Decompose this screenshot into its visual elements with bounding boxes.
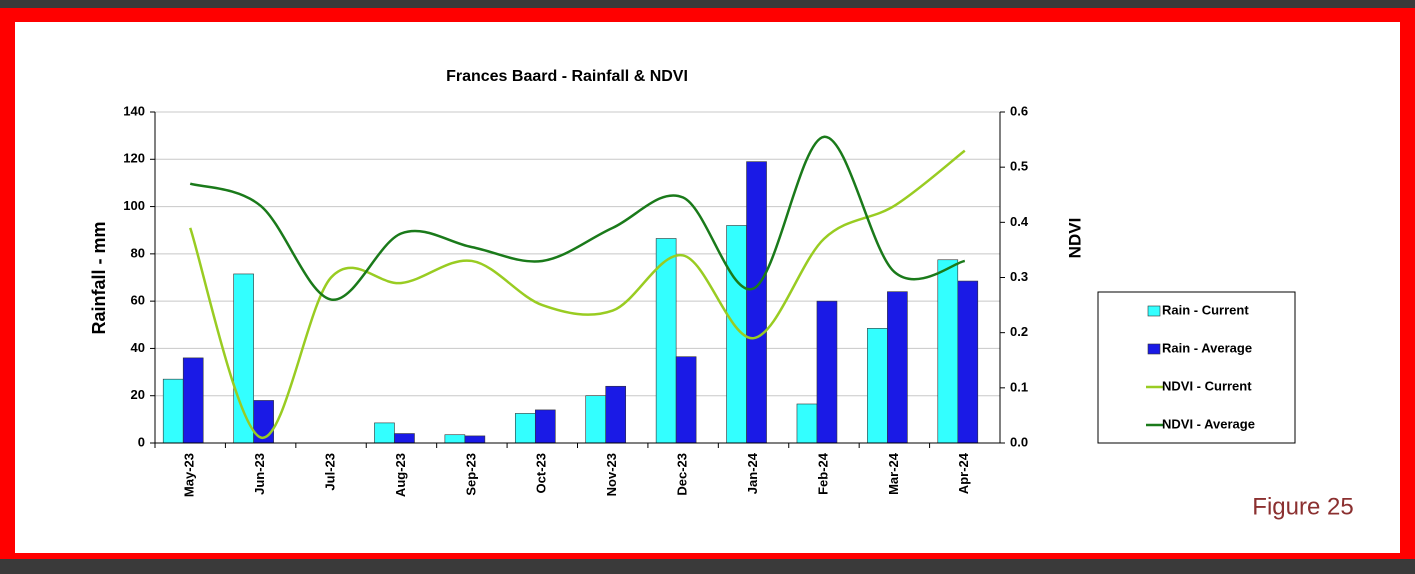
- bar: [655, 238, 677, 444]
- y-tick-label: 80: [131, 245, 145, 260]
- bar: [514, 413, 536, 444]
- y2-tick-label: 0.6: [1010, 103, 1028, 118]
- x-tick-label: Feb-24: [815, 452, 830, 495]
- bar: [816, 300, 838, 444]
- bar: [746, 161, 767, 444]
- bar: [867, 328, 888, 444]
- bar: [464, 435, 486, 444]
- ndvi-line: [189, 135, 966, 301]
- bar: [957, 280, 979, 444]
- y-tick-label: 40: [131, 340, 145, 355]
- x-tick-label: Nov-23: [604, 453, 619, 496]
- x-tick-label: Jan-24: [745, 452, 760, 494]
- bar: [605, 385, 627, 444]
- bar: [937, 259, 959, 444]
- bar: [887, 291, 908, 444]
- legend-swatch: [1147, 343, 1161, 355]
- bar: [233, 273, 254, 444]
- y-tick-label: 140: [123, 103, 145, 118]
- bar: [374, 422, 395, 444]
- figure-caption: Figure 25: [1252, 493, 1353, 520]
- legend-label: Rain - Current: [1162, 302, 1249, 317]
- y2-tick-label: 0.2: [1010, 324, 1028, 339]
- bar: [534, 409, 556, 444]
- x-tick-label: Aug-23: [393, 453, 408, 497]
- y2-axis-label: NDVI: [1065, 218, 1084, 259]
- x-tick-label: Jul-23: [322, 453, 337, 491]
- legend-swatch: [1147, 305, 1161, 317]
- x-tick-label: Oct-23: [534, 453, 549, 493]
- ndvi-line: [189, 149, 966, 439]
- y2-tick-label: 0.1: [1010, 379, 1028, 394]
- bar: [444, 434, 466, 444]
- chart-title: Frances Baard - Rainfall & NDVI: [446, 68, 688, 85]
- y-axis-label: Rainfall - mm: [89, 221, 109, 334]
- legend-label: Rain - Average: [1162, 340, 1252, 355]
- x-tick-label: May-23: [182, 453, 197, 497]
- bar: [182, 357, 204, 444]
- y2-tick-label: 0.3: [1010, 269, 1028, 284]
- y2-tick-label: 0.4: [1010, 214, 1029, 229]
- bar: [675, 356, 697, 444]
- y-tick-label: 60: [131, 293, 145, 308]
- y-tick-label: 120: [123, 151, 145, 166]
- x-tick-label: Jun-23: [252, 453, 267, 495]
- bar: [394, 433, 415, 444]
- y2-tick-label: 0.0: [1010, 434, 1028, 449]
- y2-tick-label: 0.5: [1010, 159, 1028, 174]
- y-tick-label: 100: [123, 198, 145, 213]
- x-tick-label: Apr-24: [956, 452, 971, 494]
- legend-label: NDVI - Average: [1162, 416, 1255, 431]
- legend-box: [1097, 291, 1296, 444]
- legend-label: NDVI - Current: [1162, 378, 1252, 393]
- y-tick-label: 0: [138, 434, 145, 449]
- bar: [585, 395, 607, 444]
- panel: [15, 22, 1400, 553]
- bar: [162, 378, 184, 444]
- y-tick-label: 20: [131, 387, 145, 402]
- x-tick-label: Dec-23: [675, 453, 690, 496]
- x-tick-label: Sep-23: [463, 453, 478, 496]
- x-tick-label: Mar-24: [886, 452, 901, 495]
- bar: [796, 403, 818, 444]
